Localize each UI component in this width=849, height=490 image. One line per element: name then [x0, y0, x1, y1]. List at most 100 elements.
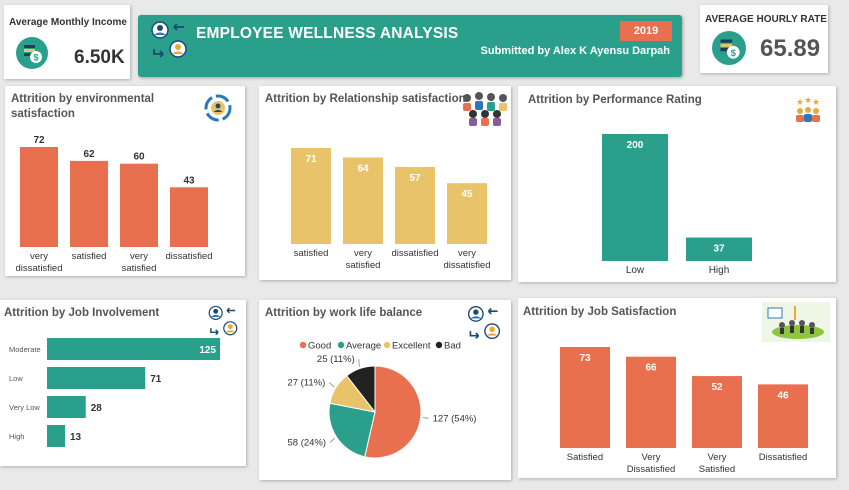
category-label: very [130, 251, 148, 262]
bar-1 [602, 134, 668, 261]
data-label: 64 [357, 163, 369, 174]
bar-1 [47, 338, 220, 360]
bar-4 [758, 384, 808, 448]
meeting-icon [762, 302, 830, 347]
data-label: 28 [91, 403, 103, 414]
svg-text:$: $ [731, 48, 737, 59]
kpi-label-hourly-rate: AVERAGE HOURLY RATE [705, 14, 827, 25]
data-label: 71 [305, 154, 317, 165]
category-label: Very Low [9, 403, 40, 412]
rating-stars-icon: ★ ★ ★ [792, 95, 824, 129]
page-title: EMPLOYEE WELLNESS ANALYSIS [196, 25, 459, 42]
bar-chart-job-involvement: Moderate 125 Low 71 Very Low 28 High 13 [9, 338, 220, 447]
bar-2 [686, 237, 752, 261]
bar-3 [395, 166, 435, 244]
data-label: 13 [70, 432, 82, 443]
bar-2 [70, 160, 108, 247]
pie-slice-good [364, 365, 422, 459]
chart-title: Attrition by Job Satisfaction [523, 306, 677, 318]
data-label: 46 [777, 390, 789, 401]
chart-card-performance-rating: Attrition by Performance Rating ★ ★ ★ 20… [518, 86, 836, 282]
data-label: 127 (54%) [433, 413, 477, 424]
data-label: 125 [199, 345, 216, 356]
legend-marker [299, 341, 307, 349]
data-label: 45 [461, 189, 473, 200]
legend-entry: Average [346, 341, 381, 352]
money-bag-icon: $ [16, 37, 48, 69]
category-label: dissatisfied [16, 263, 63, 274]
chart-card-environmental-satisfaction: Attrition by environmental satisfaction … [5, 86, 245, 276]
category-label: very [458, 248, 476, 259]
leader-line [422, 417, 429, 419]
kpi-value-monthly-income: 6.50K [74, 47, 125, 68]
category-label: Very [707, 452, 726, 463]
data-label: 71 [150, 374, 162, 385]
category-label: very [30, 251, 48, 262]
kpi-value-hourly-rate: 65.89 [760, 35, 821, 62]
leader-line [329, 437, 336, 443]
kpi-card-hourly-rate: AVERAGE HOURLY RATE $ 65.89 [700, 5, 828, 73]
chart-title: Attrition by work life balance [265, 307, 423, 319]
category-label: satisfied [346, 260, 381, 271]
bar-chart-environmental-satisfaction: 72verydissatisfied62satisfied60verysatis… [16, 135, 213, 274]
category-label: Dissatisfied [627, 464, 676, 475]
category-label: High [709, 265, 730, 276]
bar-3 [692, 376, 742, 448]
legend-entry: Bad [444, 341, 461, 352]
chart-card-job-satisfaction: Attrition by Job Satisfaction 73 Satisfie… [518, 298, 836, 478]
legend-marker [337, 341, 345, 349]
bar-1 [560, 347, 610, 448]
legend-entry: Good [308, 341, 331, 352]
category-label: Satisfied [567, 452, 603, 463]
chart-card-relationship-satisfaction: Attrition by Relationship satisfaction 7… [259, 86, 511, 280]
svg-text:★: ★ [796, 97, 804, 107]
pie-chart-work-life-balance: Good Average Excellent Bad 127 (54%) 58 (24%)… [287, 341, 477, 459]
employee-swap-icon [206, 304, 240, 343]
data-label: 27 (11%) [287, 378, 325, 389]
category-label: Satisfied [699, 464, 735, 475]
chart-title: Attrition by Relationship satisfaction [265, 93, 466, 105]
data-label: 200 [627, 140, 644, 151]
title-banner: EMPLOYEE WELLNESS ANALYSIS 2019 Submitte… [138, 15, 682, 77]
data-label: 25 (11%) [317, 354, 355, 365]
leader-line [328, 382, 335, 388]
data-label: 37 [713, 244, 725, 255]
bar-4 [170, 187, 208, 247]
data-label: 66 [645, 363, 657, 374]
bar-chart-relationship-satisfaction: 71satisfied64verysatisfied57dissatisfied… [291, 148, 491, 271]
bar-4 [47, 425, 65, 447]
page-subtitle: Submitted by Alex K Ayensu Darpah [480, 45, 670, 57]
category-label: Moderate [9, 345, 41, 354]
people-group-icon [459, 90, 509, 131]
leader-line [358, 359, 360, 367]
bar-3 [47, 396, 86, 418]
pie-slice-bad [345, 365, 376, 414]
money-bag-icon: $ [712, 31, 746, 65]
category-label: satisfied [122, 263, 157, 274]
globe-cycle-icon [201, 91, 235, 130]
category-label: High [9, 432, 24, 441]
kpi-card-monthly-income: Average Monthly Income $ 6.50K [4, 5, 130, 79]
legend-entry: Excellent [392, 341, 431, 352]
chart-title: Attrition by environmental satisfaction [11, 93, 155, 120]
bar-chart-job-satisfaction: 73Satisfied66VeryDissatisfied52VerySatis… [560, 347, 808, 475]
bar-chart-performance-rating: 200 Low 37 High [602, 134, 752, 276]
chart-title: Attrition by Performance Rating [528, 94, 702, 106]
bar-1 [291, 148, 331, 244]
employee-swap-icon [148, 19, 190, 61]
bar-4 [447, 183, 487, 244]
data-label: 52 [711, 382, 723, 393]
employee-swap-icon [465, 304, 503, 347]
chart-card-job-involvement: Attrition by Job Involvement Moderate 125… [0, 300, 246, 466]
chart-title: Attrition by Job Involvement [4, 307, 160, 319]
category-label: Low [626, 265, 645, 276]
category-label: dissatisfied [392, 248, 439, 259]
category-label: satisfied [294, 248, 329, 259]
svg-text:$: $ [33, 53, 38, 63]
category-label: Low [9, 374, 23, 383]
year-badge: 2019 [620, 21, 672, 41]
bar-1 [20, 147, 58, 247]
bar-2 [626, 356, 676, 448]
category-label: dissatisfied [444, 260, 491, 271]
bar-2 [343, 157, 383, 244]
